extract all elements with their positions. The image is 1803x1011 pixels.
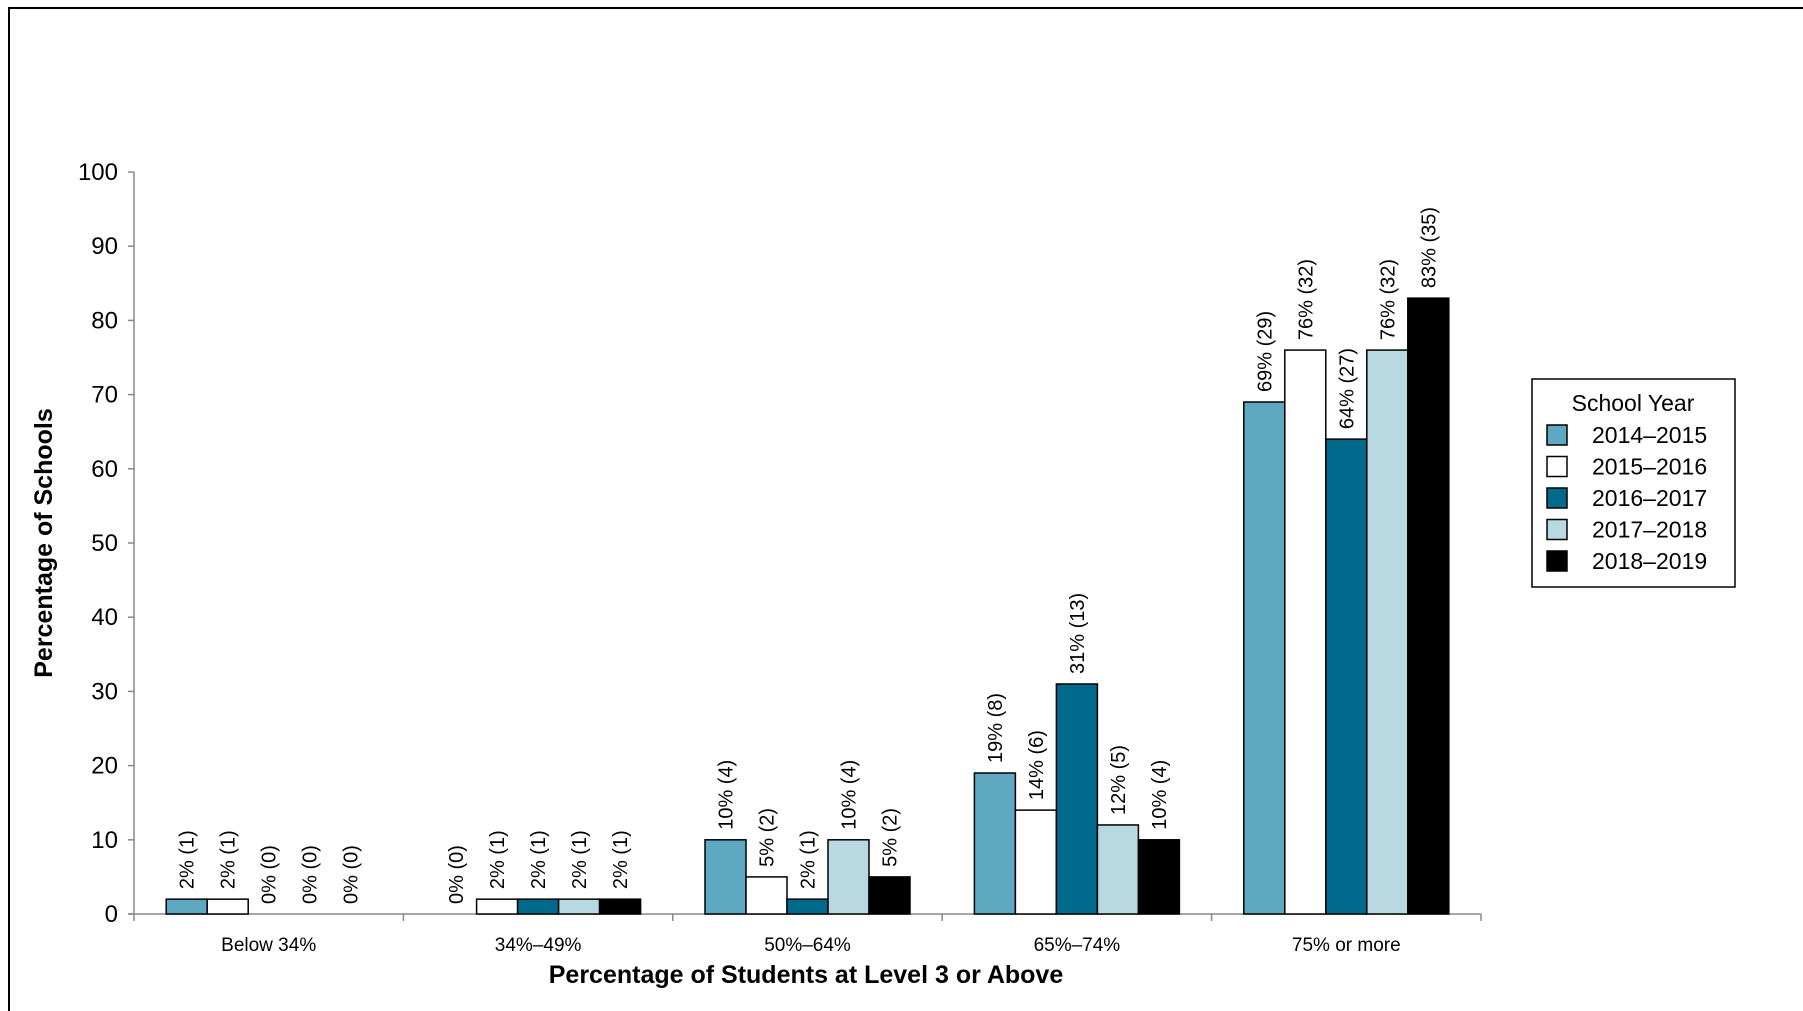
bar-value-label: 10% (4) xyxy=(1149,760,1171,830)
chart-frame xyxy=(8,7,1803,1011)
bar-value-label: 14% (6) xyxy=(1026,730,1048,800)
bar-value-label: 5% (2) xyxy=(757,808,779,867)
bar-value-label: 0% (0) xyxy=(259,845,281,904)
legend-swatch xyxy=(1546,487,1568,509)
y-tick-label: 30 xyxy=(91,678,118,705)
bar-value-label: 76% (32) xyxy=(1295,259,1317,340)
bar xyxy=(1055,683,1099,915)
x-tick-label: 50%–64% xyxy=(764,935,851,956)
bar-value-label: 0% (0) xyxy=(300,845,322,904)
bar xyxy=(598,898,642,915)
x-tick-label: 34%–49% xyxy=(495,935,582,956)
bar xyxy=(516,898,560,915)
bar xyxy=(827,839,870,915)
bar-value-label: 2% (1) xyxy=(177,830,199,889)
bar-value-label: 83% (35) xyxy=(1418,207,1440,288)
y-tick-label: 100 xyxy=(78,159,118,186)
x-tick-label: 65%–74% xyxy=(1034,935,1121,956)
y-axis-label: Percentage of Schools xyxy=(30,408,58,678)
y-tick-label: 70 xyxy=(91,382,118,409)
y-tick-label: 90 xyxy=(91,233,118,260)
legend-label: 2014–2015 xyxy=(1592,422,1707,448)
legend-swatch xyxy=(1546,424,1568,446)
legend-label: 2017–2018 xyxy=(1592,517,1707,543)
legend-title: School Year xyxy=(1572,390,1695,416)
bar-value-label: 5% (2) xyxy=(880,808,902,867)
bar-value-label: 19% (8) xyxy=(985,693,1007,763)
bars xyxy=(165,297,1450,915)
bar-value-label: 31% (13) xyxy=(1067,593,1089,674)
bar xyxy=(1407,297,1450,915)
legend-swatch xyxy=(1546,455,1568,478)
bar-value-label: 76% (32) xyxy=(1377,259,1399,340)
bar xyxy=(704,839,747,915)
bar-value-label: 64% (27) xyxy=(1336,348,1358,429)
bar xyxy=(1137,839,1181,915)
bar-value-label: 0% (0) xyxy=(341,845,363,904)
bar xyxy=(1014,809,1058,915)
bar-value-label: 2% (1) xyxy=(487,830,509,889)
y-tick-label: 60 xyxy=(91,456,118,483)
y-tick-label: 40 xyxy=(91,604,118,631)
x-axis-label: Percentage of Students at Level 3 or Abo… xyxy=(549,961,1064,989)
bar xyxy=(745,876,788,915)
y-tick-label: 0 xyxy=(105,901,118,928)
y-tick-label: 80 xyxy=(91,307,118,334)
bar xyxy=(868,876,911,915)
bar-value-label: 10% (4) xyxy=(716,760,738,830)
legend-label: 2018–2019 xyxy=(1592,548,1707,574)
bar xyxy=(786,898,829,915)
bar xyxy=(475,898,519,915)
bar-value-label: 2% (1) xyxy=(798,830,820,889)
legend-label: 2015–2016 xyxy=(1592,454,1707,480)
bar-value-label: 69% (29) xyxy=(1254,311,1276,392)
legend-swatch xyxy=(1546,550,1568,572)
bar xyxy=(165,898,208,915)
bar xyxy=(1096,824,1140,915)
bar-value-label: 2% (1) xyxy=(569,830,591,889)
bar xyxy=(973,772,1017,915)
y-tick-label: 20 xyxy=(91,753,118,780)
x-tick-label: Below 34% xyxy=(221,935,316,956)
legend: School Year 2014–2015 2015–2016 2016–2017 2… xyxy=(1531,378,1736,588)
bar-labels: 2% (1) 2% (1) 0% (0) 0% (0) 0% (0) 0% (0) 2% (… xyxy=(177,207,1441,904)
legend-swatch xyxy=(1546,518,1568,541)
bar xyxy=(206,898,249,915)
bar-value-label: 2% (1) xyxy=(528,830,550,889)
bar-value-label: 2% (1) xyxy=(218,830,240,889)
bar xyxy=(1284,349,1327,915)
legend-label: 2016–2017 xyxy=(1592,485,1707,511)
bar-value-label: 10% (4) xyxy=(839,760,861,830)
bar xyxy=(1243,401,1286,915)
bar xyxy=(1366,349,1409,915)
bar xyxy=(557,898,601,915)
y-tick-label: 50 xyxy=(91,530,118,557)
bar-value-label: 2% (1) xyxy=(610,830,632,889)
x-tick-label: 75% or more xyxy=(1292,935,1401,956)
bar xyxy=(1325,438,1368,915)
bar-value-label: 0% (0) xyxy=(446,845,468,904)
bar-value-label: 12% (5) xyxy=(1108,745,1130,815)
y-tick-label: 10 xyxy=(91,827,118,854)
